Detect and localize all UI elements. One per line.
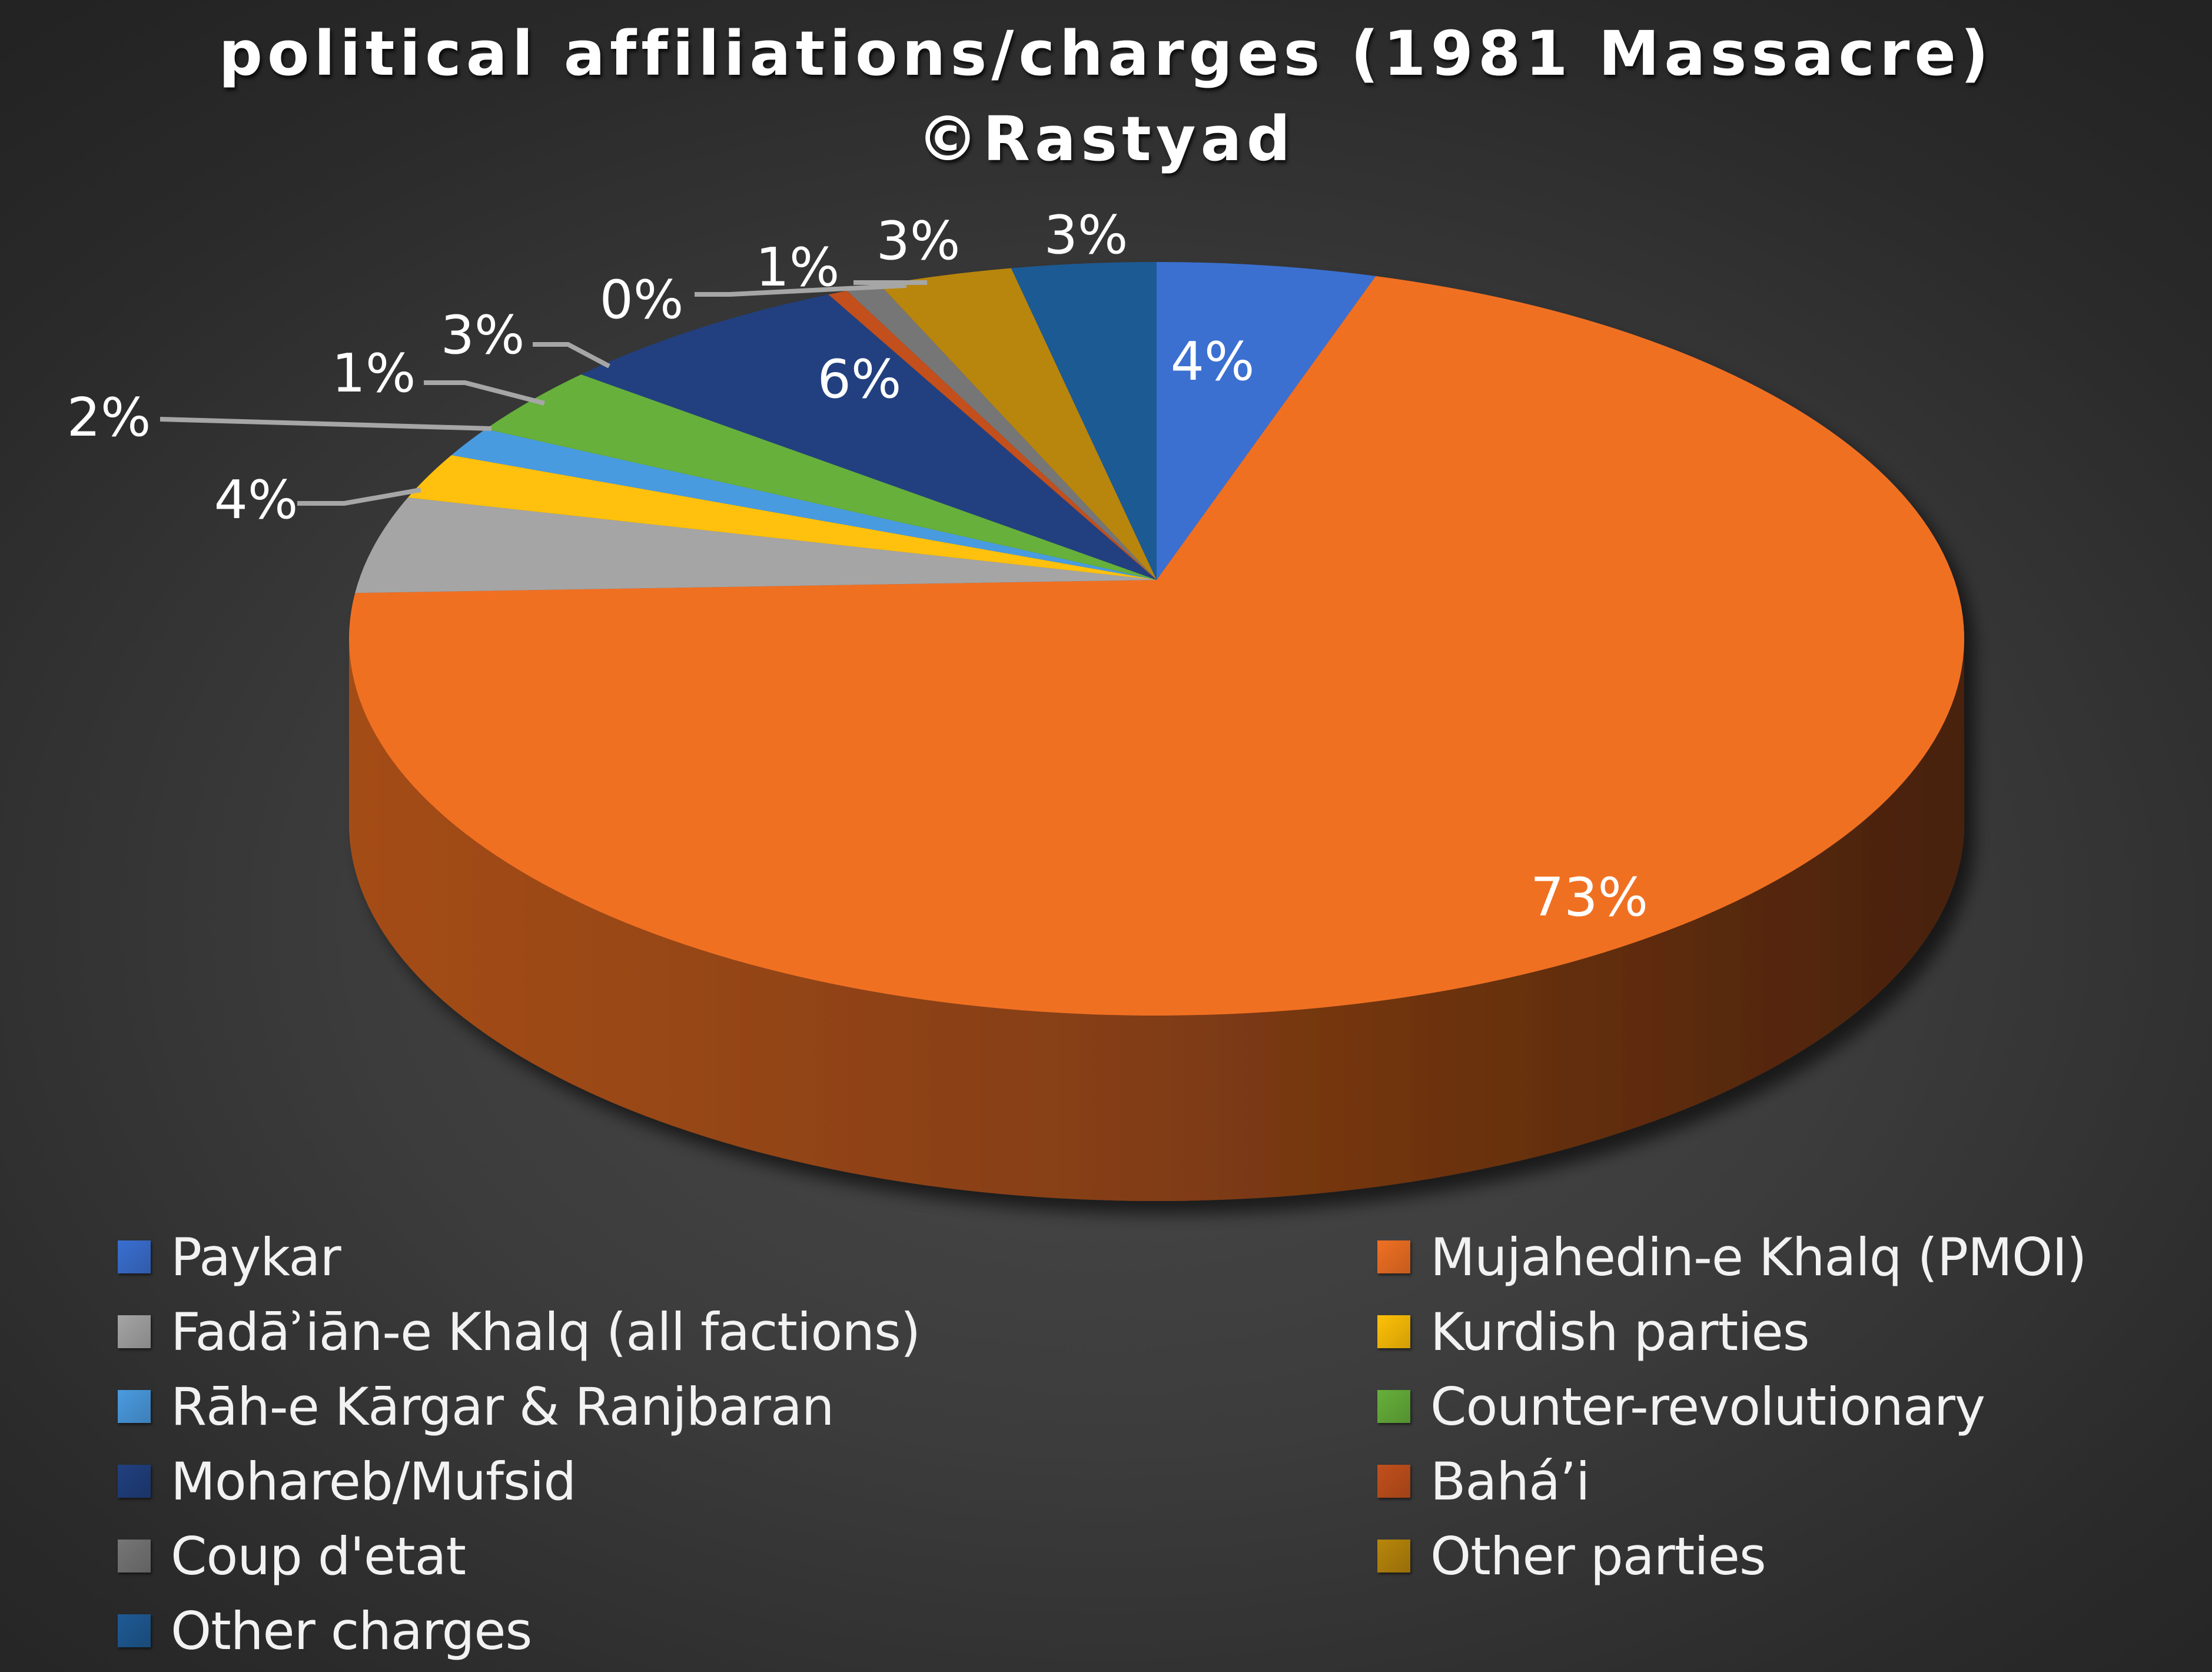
legend-item-other-charges: Other charges — [118, 1598, 532, 1663]
pie-top-face — [349, 262, 1964, 1016]
legend-item-mohareb-mufsid: Mohareb/Mufsid — [118, 1449, 576, 1514]
legend-swatch-icon — [1377, 1465, 1410, 1498]
side-shading — [349, 639, 1964, 1201]
legend-swatch-icon — [1377, 1540, 1410, 1573]
slice-ra-h-e-ka-rgar-ranjbaran — [451, 429, 1157, 580]
legend-label: Rāh-e Kārgar & Ranjbaran — [171, 1376, 835, 1437]
leader-line-ra-h-e-ka-rgar-ranjbaran — [424, 380, 546, 406]
pie-side-walls — [349, 639, 1964, 1201]
legend-item-counter-revolutionary: Counter-revolutionary — [1377, 1374, 1985, 1439]
data-label-ra-h-e-ka-rgar-ranjbaran: 1% — [332, 343, 416, 404]
legend-label: Kurdish parties — [1430, 1301, 1810, 1362]
legend-swatch-icon — [118, 1390, 151, 1423]
legend-item-baha-i: Bahá’i — [1377, 1449, 1590, 1514]
legend-swatch-icon — [118, 1315, 151, 1348]
legend-label: Mohareb/Mufsid — [171, 1451, 576, 1512]
legend-item-mujahedin-e-khalq-pmoi: Mujahedin-e Khalq (PMOI) — [1377, 1225, 2087, 1289]
legend-swatch-icon — [118, 1614, 151, 1647]
data-label-kurdish-parties: 2% — [67, 387, 151, 449]
slice-mujahedin-e-khalq-pmoi — [349, 276, 1964, 1016]
legend-label: Bahá’i — [1430, 1451, 1590, 1512]
slice-other-parties — [879, 268, 1157, 580]
slice-counter-revolutionary — [486, 374, 1157, 580]
legend: Paykar Fadāʾiān-e Khalq (all factions) Rāh… — [0, 1225, 2212, 1672]
leader-line-baha-i — [695, 283, 907, 297]
legend-item-coup-d-etat: Coup d'etat — [118, 1524, 466, 1588]
legend-label: Other charges — [171, 1600, 532, 1661]
data-label-counter-revolutionary: 3% — [441, 304, 525, 366]
legend-swatch-icon — [1377, 1315, 1410, 1348]
legend-label: Coup d'etat — [171, 1525, 466, 1587]
legend-label: Mujahedin-e Khalq (PMOI) — [1430, 1226, 2087, 1288]
legend-item-paykar: Paykar — [118, 1225, 341, 1289]
slice-mohareb-mufsid — [581, 294, 1157, 580]
legend-label: Fadāʾiān-e Khalq (all factions) — [171, 1301, 921, 1362]
slice-paykar — [1157, 262, 1376, 580]
slice-coup-d-etat — [846, 284, 1157, 580]
chart-title: political affiliations/charges (1981 Mas… — [218, 18, 1994, 89]
data-label-fada-ia-n-e-khalq-all-factions: 4% — [214, 469, 298, 531]
legend-item-ra-h-e-ka-rgar-ranjbaran: Rāh-e Kārgar & Ranjbaran — [118, 1374, 835, 1439]
data-label-paykar: 4% — [1171, 331, 1255, 393]
legend-label: Paykar — [171, 1226, 341, 1288]
slice-baha-i — [828, 290, 1157, 580]
chart-copyright: ©Rastyad — [916, 103, 1296, 175]
legend-item-fada-ia-n-e-khalq-all-factions: Fadāʾiān-e Khalq (all factions) — [118, 1299, 921, 1364]
leader-line-kurdish-parties — [160, 417, 492, 431]
legend-swatch-icon — [1377, 1390, 1410, 1423]
legend-label: Counter-revolutionary — [1430, 1376, 1985, 1437]
data-label-baha-i: 0% — [600, 269, 684, 331]
data-labels: 4% 73% 4% 2% 1% 3% 6% 0% 1% 3% 3% — [67, 204, 1648, 928]
legend-swatch-icon — [1377, 1240, 1410, 1273]
legend-item-kurdish-parties: Kurdish parties — [1377, 1299, 1810, 1364]
leader-lines — [160, 280, 927, 506]
data-label-mujahedin-e-khalq-pmoi: 73% — [1530, 867, 1648, 928]
pie-body — [349, 262, 1964, 1201]
legend-swatch-icon — [118, 1540, 151, 1573]
data-label-mohareb-mufsid: 6% — [818, 349, 902, 410]
slice-other-charges — [1011, 262, 1157, 580]
legend-swatch-icon — [118, 1240, 151, 1273]
leader-line-fada-ia-n-e-khalq-all-factions — [297, 487, 421, 506]
leader-line-counter-revolutionary — [533, 342, 610, 369]
legend-label: Other parties — [1430, 1525, 1766, 1587]
data-label-coup-d-etat: 1% — [756, 237, 840, 298]
legend-item-other-parties: Other parties — [1377, 1524, 1766, 1588]
slice-fada-ia-n-e-khalq-all-factions — [355, 497, 1157, 593]
legend-swatch-icon — [118, 1465, 151, 1498]
data-label-other-parties: 3% — [876, 210, 961, 272]
slice-kurdish-parties — [407, 455, 1157, 580]
data-label-other-charges: 3% — [1044, 204, 1128, 266]
